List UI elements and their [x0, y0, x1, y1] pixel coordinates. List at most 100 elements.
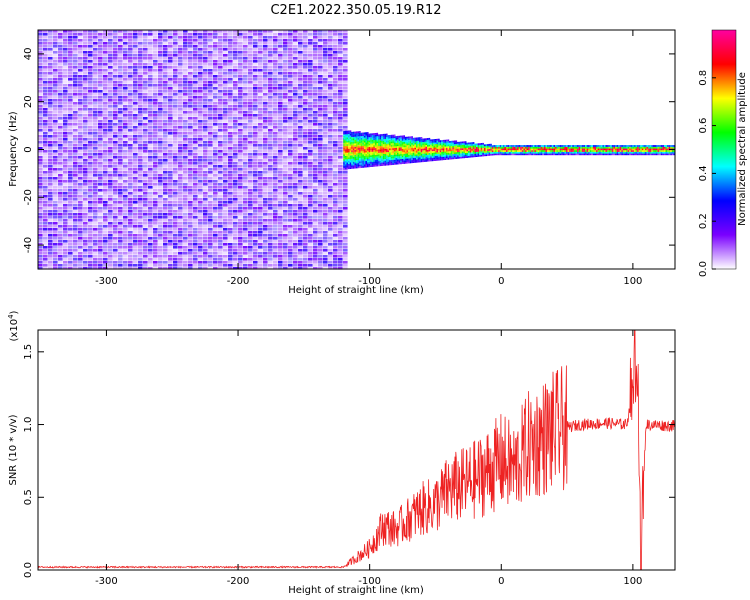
- spectrogram-cell: [308, 123, 313, 126]
- spectrogram-cell: [258, 105, 263, 108]
- spectrogram-cell: [333, 180, 338, 183]
- spectrogram-cell: [48, 204, 53, 207]
- spectrogram-cell: [213, 141, 218, 144]
- spectrogram-cell: [233, 195, 238, 198]
- spectrogram-cell: [268, 105, 273, 108]
- spectrogram-cell: [68, 183, 73, 186]
- spectrogram-cell: [218, 102, 223, 105]
- spectrogram-cell: [318, 108, 323, 111]
- spectrogram-cell: [43, 36, 48, 39]
- spectrogram-cell: [268, 195, 273, 198]
- spectrogram-cell: [203, 204, 208, 207]
- spectrogram-cell: [113, 246, 118, 249]
- spectrogram-cell: [118, 63, 123, 66]
- spectrogram-cell: [83, 69, 88, 72]
- spectrogram-cell: [218, 222, 223, 225]
- spectrogram-cell: [63, 144, 68, 147]
- spectrogram-cell: [108, 174, 113, 177]
- spectrogram-cell: [223, 195, 228, 198]
- spectrogram-cell: [138, 60, 143, 63]
- spectrogram-cell: [333, 240, 338, 243]
- spectrogram-cell: [223, 183, 228, 186]
- spectrogram-cell: [148, 174, 153, 177]
- spectrogram-cell: [278, 234, 283, 237]
- spectrogram-cell: [173, 225, 178, 228]
- spectrogram-cell: [288, 159, 293, 162]
- spectrogram-cell: [278, 102, 283, 105]
- spectrogram-cell: [343, 131, 345, 133]
- spectrogram-cell: [88, 117, 93, 120]
- spectrogram-cell: [308, 99, 313, 102]
- spectrogram-cell: [338, 186, 343, 189]
- spectrogram-cell: [63, 246, 68, 249]
- spectrogram-cell: [318, 66, 323, 69]
- spectrogram-cell: [43, 57, 48, 60]
- spectrogram-cell: [343, 75, 348, 78]
- spectrogram-cell: [293, 75, 298, 78]
- spectrogram-cell: [344, 160, 347, 163]
- spectrogram-cell: [323, 192, 328, 195]
- spectrogram-cell: [258, 132, 263, 135]
- spectrogram-cell: [43, 186, 48, 189]
- spectrogram-cell: [88, 183, 93, 186]
- spectrogram-cell: [153, 66, 158, 69]
- spectrogram-cell: [308, 189, 313, 192]
- spectrogram-cell: [248, 219, 253, 222]
- spectrogram-cell: [268, 162, 273, 165]
- spectrogram-cell: [328, 255, 333, 258]
- spectrogram-cell: [243, 93, 248, 96]
- spectrogram-cell: [153, 228, 158, 231]
- spectrogram-cell: [344, 155, 347, 158]
- spectrogram-cell: [113, 36, 118, 39]
- spectrogram-cell: [148, 75, 153, 78]
- spectrogram-cell: [98, 102, 103, 105]
- spectrogram-cell: [208, 255, 213, 258]
- spectrogram-cell: [133, 180, 138, 183]
- spectrogram-cell: [168, 42, 173, 45]
- spectrogram-cell: [143, 93, 148, 96]
- spectrogram-cell: [158, 33, 163, 36]
- spectrogram-cell: [113, 219, 118, 222]
- spectrogram-cell: [193, 231, 198, 234]
- spectrogram-cell: [58, 138, 63, 141]
- spectrogram-cell: [58, 108, 63, 111]
- spectrogram-cell: [243, 36, 248, 39]
- spectrogram-cell: [223, 87, 228, 90]
- spectrogram-cell: [258, 126, 263, 129]
- spectrogram-cell: [293, 84, 298, 87]
- spectrogram-cell: [58, 117, 63, 120]
- spectrogram-cell: [333, 132, 338, 135]
- spectrogram-cell: [143, 123, 148, 126]
- spectrogram-cell: [73, 39, 78, 42]
- spectrogram-cell: [263, 66, 268, 69]
- spectrogram-cell: [278, 219, 283, 222]
- spectrogram-cell: [343, 264, 348, 267]
- spectrogram-cell: [198, 42, 203, 45]
- spectrogram-cell: [93, 54, 98, 57]
- spectrogram-cell: [338, 63, 343, 66]
- spectrogram-cell: [318, 162, 323, 165]
- spectrogram-cell: [208, 216, 213, 219]
- spectrogram-cell: [103, 36, 108, 39]
- spectrogram-cell: [93, 114, 98, 117]
- spectrogram-cell: [53, 249, 58, 252]
- spectrogram-cell: [163, 183, 168, 186]
- spectrogram-cell: [218, 234, 223, 237]
- spectrogram-cell: [138, 192, 143, 195]
- spectrogram-cell: [63, 66, 68, 69]
- spectrogram-cell: [268, 36, 273, 39]
- spectrogram-cell: [148, 60, 153, 63]
- spectrogram-cell: [333, 120, 338, 123]
- spectrogram-cell: [303, 156, 308, 159]
- spectrogram-cell: [313, 249, 318, 252]
- spectrogram-cell: [148, 252, 153, 255]
- spectrogram-cell: [58, 114, 63, 117]
- spectrogram-cell: [178, 255, 183, 258]
- spectrogram-cell: [288, 132, 293, 135]
- spectrogram-cell: [188, 231, 193, 234]
- spectrogram-cell: [183, 105, 188, 108]
- spectrogram-cell: [88, 243, 93, 246]
- spectrogram-cell: [343, 258, 348, 261]
- spectrogram-cell: [308, 177, 313, 180]
- spectrogram-cell: [93, 201, 98, 204]
